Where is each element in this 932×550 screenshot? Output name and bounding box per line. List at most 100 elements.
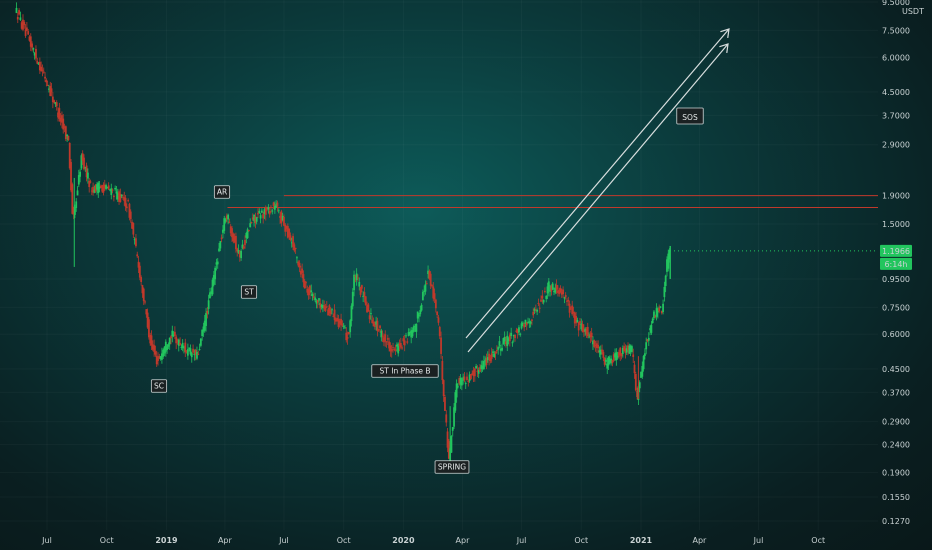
candle-body [199, 338, 202, 346]
candle-body [567, 299, 570, 302]
candle-body [634, 373, 637, 391]
candle-body [176, 340, 179, 342]
candle-body [357, 277, 359, 279]
candle-body [205, 313, 207, 326]
candle-body [431, 284, 433, 287]
candle-body [57, 112, 59, 118]
candle-body [436, 311, 439, 316]
candle-body [286, 225, 289, 238]
candle-body [212, 274, 215, 285]
candle-body [462, 377, 465, 381]
candle-body [81, 153, 84, 161]
candle-body [501, 347, 503, 351]
candle-body [246, 229, 249, 239]
candle-body [631, 346, 633, 352]
candle-body [628, 345, 631, 354]
candle-body [531, 319, 533, 321]
candle-body [319, 303, 322, 309]
candle-body [23, 21, 26, 25]
candle-body [255, 217, 258, 222]
candle-body [163, 346, 166, 354]
sos-arrow-lower-head [719, 43, 729, 53]
candle-body [40, 66, 43, 72]
candle-body [595, 343, 598, 348]
candle-body [332, 315, 335, 317]
candle-body [334, 319, 337, 322]
candle-body [529, 321, 532, 324]
candle-body [24, 29, 27, 36]
candle-body [37, 63, 40, 65]
candle-body [111, 189, 114, 191]
candle-body [119, 193, 122, 203]
candle-body [84, 167, 87, 169]
candle-body [544, 290, 546, 293]
candle-body [194, 349, 197, 355]
candle-body [416, 311, 419, 319]
candle-body [138, 265, 141, 278]
candle-body [192, 348, 194, 353]
candle-body [467, 380, 470, 382]
candle-body [446, 431, 449, 448]
candle-body [667, 253, 670, 269]
candle-body [550, 285, 553, 292]
candle-body [280, 211, 283, 224]
x-tick-label: 2020 [392, 536, 415, 545]
candle-body [363, 292, 366, 297]
candle-body [224, 219, 227, 222]
candle-body [31, 43, 33, 48]
candle-body [607, 356, 610, 366]
candle-body [277, 210, 280, 212]
candle-body [299, 270, 302, 275]
candle-body [401, 347, 404, 349]
annotation-spring: SPRING [438, 463, 466, 472]
y-tick-label: 4.5000 [882, 88, 910, 97]
candle-body [145, 309, 148, 315]
candle-body [29, 36, 32, 47]
candle-body [270, 206, 272, 208]
candle-body [518, 327, 520, 333]
candle-body [207, 300, 210, 309]
candle-body [135, 238, 137, 247]
candle-body [318, 298, 320, 301]
candle-body [499, 348, 502, 351]
candle-body [488, 353, 490, 360]
candle-body [605, 359, 607, 362]
last-price-badge [880, 244, 912, 257]
candle-body [412, 326, 415, 332]
candle-body [598, 350, 601, 353]
candle-body [150, 335, 153, 346]
x-tick-label: Jul [516, 536, 527, 545]
candle-body [312, 296, 315, 298]
candle-body [193, 354, 196, 356]
candle-body [658, 307, 661, 312]
candle-body [610, 358, 613, 364]
candle-body [92, 186, 94, 193]
candle-body [554, 287, 557, 293]
candle-body [528, 321, 531, 323]
candle-body [249, 223, 252, 228]
candle-body [418, 314, 420, 317]
candle-body [538, 307, 541, 309]
candle-body [90, 190, 93, 192]
candle-body [358, 281, 361, 287]
x-tick-label: Oct [811, 536, 825, 545]
candle-body [28, 36, 31, 41]
candle-body [225, 215, 228, 219]
candle-body [516, 329, 519, 334]
candle-body [345, 332, 348, 341]
candle-body [555, 284, 558, 290]
candle-body [471, 373, 474, 375]
candle-body [122, 196, 124, 198]
candle-body [633, 364, 636, 374]
candle-body [77, 175, 80, 185]
candle-body [647, 337, 650, 341]
candle-body [396, 344, 398, 347]
candle-body [167, 344, 170, 347]
candle-body [338, 320, 341, 324]
candle-body [124, 197, 127, 207]
candle-body [209, 292, 211, 299]
candle-body [453, 407, 455, 427]
annotation-st: ST [244, 288, 254, 297]
